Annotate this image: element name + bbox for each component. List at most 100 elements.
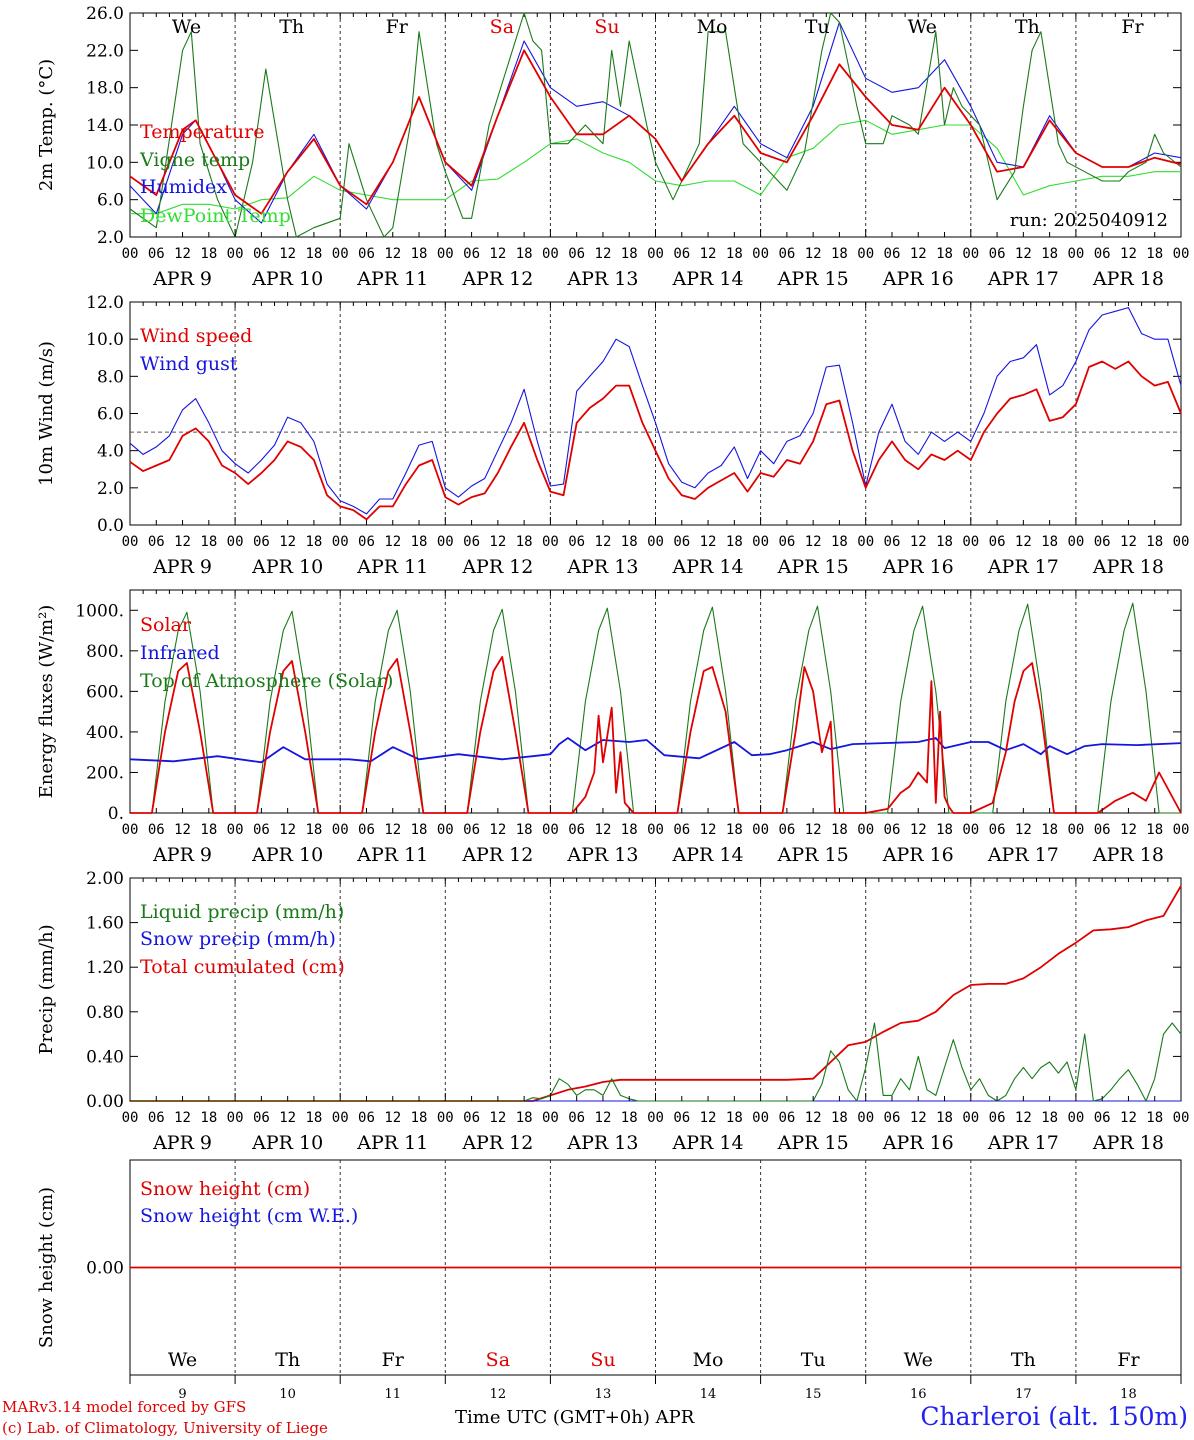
hour-tick-label: 18 bbox=[621, 246, 638, 262]
hour-tick-label: 12 bbox=[595, 534, 612, 550]
y-tick-label: 14.0 bbox=[86, 116, 124, 136]
hour-tick-label: 18 bbox=[200, 822, 217, 838]
hour-tick-label: 12 bbox=[489, 534, 506, 550]
hour-tick-label: 18 bbox=[621, 534, 638, 550]
y-tick-label: 0.80 bbox=[86, 1003, 124, 1023]
y-tick-label: 10.0 bbox=[86, 330, 124, 350]
hour-tick-label: 18 bbox=[831, 246, 848, 262]
hour-tick-label: 00 bbox=[227, 246, 244, 262]
hour-tick-label: 00 bbox=[962, 822, 979, 838]
hour-tick-label: 12 bbox=[910, 822, 927, 838]
date-label: APR 17 bbox=[987, 268, 1059, 290]
date-label: APR 11 bbox=[356, 844, 428, 866]
hour-tick-label: 18 bbox=[621, 822, 638, 838]
date-label: APR 14 bbox=[672, 844, 744, 866]
y-tick-label: 200. bbox=[86, 763, 124, 783]
date-label: APR 18 bbox=[1092, 1132, 1164, 1154]
weekday-label: We bbox=[172, 16, 201, 38]
date-label: APR 15 bbox=[777, 1132, 849, 1154]
hour-tick-label: 00 bbox=[1173, 534, 1190, 550]
hour-tick-label: 00 bbox=[1173, 822, 1190, 838]
date-label: APR 11 bbox=[356, 1132, 428, 1154]
weekday-label: Th bbox=[275, 1349, 300, 1371]
date-label: APR 13 bbox=[566, 268, 638, 290]
series-line-wind-gust bbox=[129, 307, 1182, 515]
hour-tick-label: 00 bbox=[437, 822, 454, 838]
date-label: APR 16 bbox=[882, 268, 954, 290]
hour-tick-label: 06 bbox=[568, 246, 585, 262]
hour-tick-label: 12 bbox=[595, 822, 612, 838]
hour-tick-label: 00 bbox=[752, 246, 769, 262]
hour-tick-label: 12 bbox=[700, 1110, 717, 1126]
y-tick-label: 0.0 bbox=[97, 516, 124, 536]
date-label: APR 14 bbox=[672, 1132, 744, 1154]
legend-entry: Humidex bbox=[140, 176, 227, 198]
legend-entry: Snow height (cm W.E.) bbox=[140, 1205, 358, 1227]
hour-tick-label: 06 bbox=[778, 822, 795, 838]
hour-tick-label: 06 bbox=[148, 246, 165, 262]
hour-tick-label: 12 bbox=[910, 534, 927, 550]
hour-tick-label: 06 bbox=[148, 1110, 165, 1126]
hour-tick-label: 12 bbox=[384, 246, 401, 262]
day-number-label: 11 bbox=[384, 1387, 401, 1402]
hour-tick-label: 06 bbox=[253, 246, 270, 262]
hour-tick-label: 00 bbox=[962, 246, 979, 262]
y-tick-label: 1.60 bbox=[86, 914, 124, 934]
hour-tick-label: 12 bbox=[700, 822, 717, 838]
hour-tick-label: 12 bbox=[174, 1110, 191, 1126]
hour-tick-label: 18 bbox=[411, 822, 428, 838]
hour-tick-label: 12 bbox=[384, 1110, 401, 1126]
snow-panel: 0.00 Snow height (cm) Snow height (cm) Snow… bbox=[36, 1159, 1182, 1402]
legend-entry: Solar bbox=[140, 614, 192, 636]
hour-tick-label: 12 bbox=[1120, 822, 1137, 838]
hour-tick-label: 00 bbox=[752, 822, 769, 838]
weekday-label: Fr bbox=[382, 1349, 405, 1371]
weekday-label: We bbox=[168, 1349, 197, 1371]
date-label: APR 14 bbox=[672, 556, 744, 578]
hour-tick-label: 06 bbox=[253, 1110, 270, 1126]
weekday-label: Tu bbox=[801, 1349, 826, 1371]
hour-tick-label: 18 bbox=[936, 534, 953, 550]
hour-tick-label: 00 bbox=[437, 246, 454, 262]
hour-tick-label: 12 bbox=[910, 1110, 927, 1126]
y-tick-label: 26.0 bbox=[86, 4, 124, 24]
hour-tick-label: 06 bbox=[358, 246, 375, 262]
hour-tick-label: 00 bbox=[647, 1110, 664, 1126]
y-tick-label: 400. bbox=[86, 723, 124, 743]
legend-entry: Top of Atmosphere (Solar) bbox=[140, 670, 393, 692]
series-line-total-cumulated-cm bbox=[130, 885, 1182, 1102]
hour-tick-label: 12 bbox=[174, 246, 191, 262]
hour-tick-label: 12 bbox=[489, 246, 506, 262]
hour-tick-label: 00 bbox=[437, 534, 454, 550]
series-line-solar bbox=[130, 656, 1182, 814]
hour-tick-label: 18 bbox=[936, 246, 953, 262]
y-tick-label: 0.00 bbox=[86, 1259, 124, 1279]
hour-tick-label: 18 bbox=[411, 534, 428, 550]
day-number-label: 10 bbox=[279, 1387, 296, 1402]
y-tick-label: 600. bbox=[86, 682, 124, 702]
hour-tick-label: 00 bbox=[122, 534, 139, 550]
hour-tick-label: 18 bbox=[726, 822, 743, 838]
date-label: APR 9 bbox=[152, 556, 212, 578]
hour-tick-label: 00 bbox=[542, 1110, 559, 1126]
date-label: APR 15 bbox=[777, 844, 849, 866]
hour-tick-label: 18 bbox=[831, 1110, 848, 1126]
hour-tick-label: 12 bbox=[595, 1110, 612, 1126]
precip-panel: 0.00 0.40 0.80 1.20 1.60 2.00 Precip (mm/h) Liq… bbox=[36, 869, 1189, 1154]
hour-tick-label: 18 bbox=[411, 246, 428, 262]
hour-tick-label: 00 bbox=[332, 822, 349, 838]
y-tick-label: 6.0 bbox=[97, 191, 124, 211]
legend-entry: Wind gust bbox=[140, 353, 238, 375]
date-label: APR 12 bbox=[461, 844, 533, 866]
hour-tick-label: 06 bbox=[884, 1110, 901, 1126]
date-label: APR 10 bbox=[251, 268, 323, 290]
date-label: APR 12 bbox=[461, 556, 533, 578]
hour-tick-label: 06 bbox=[884, 246, 901, 262]
station-title: Charleroi (alt. 150m) bbox=[920, 1402, 1188, 1431]
hour-tick-label: 00 bbox=[542, 534, 559, 550]
hour-tick-label: 06 bbox=[253, 822, 270, 838]
hour-tick-label: 00 bbox=[962, 1110, 979, 1126]
hour-tick-label: 18 bbox=[1146, 822, 1163, 838]
date-label: APR 15 bbox=[777, 556, 849, 578]
weekday-label: Su bbox=[590, 1349, 615, 1371]
